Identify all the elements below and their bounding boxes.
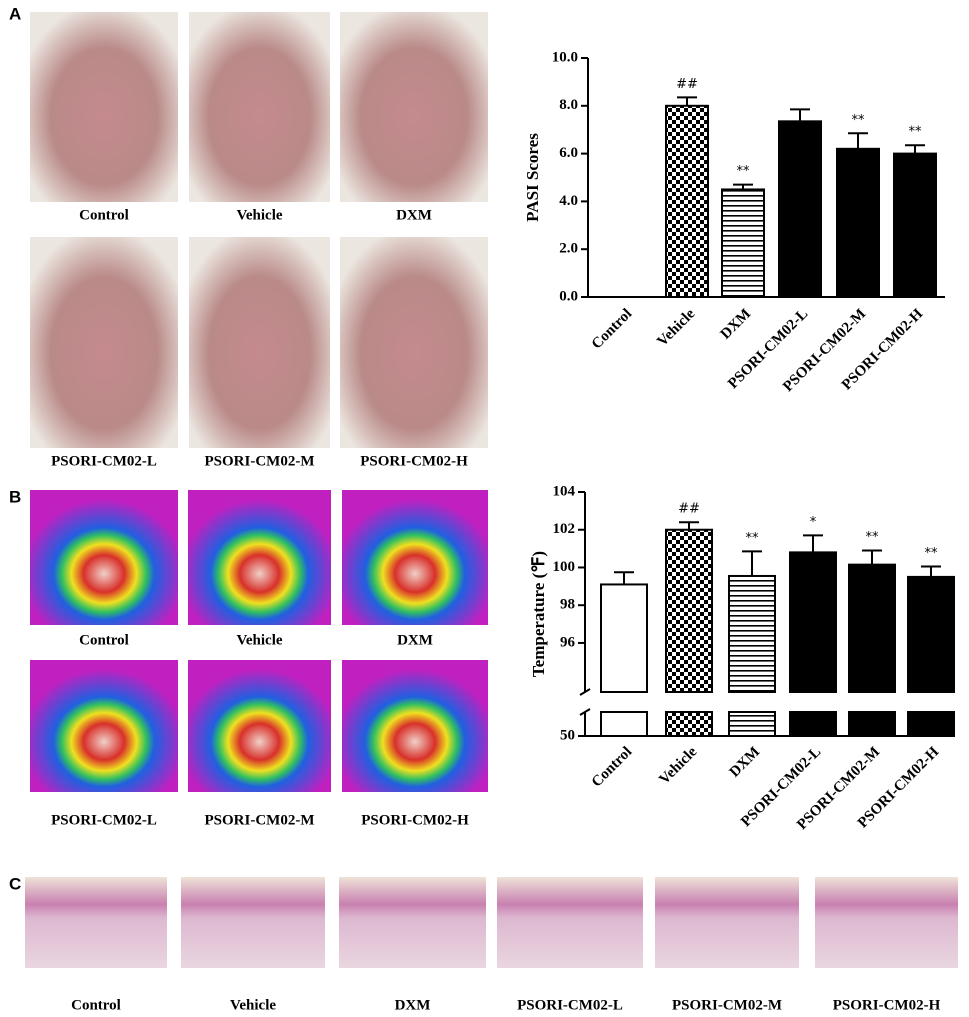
photo (30, 490, 178, 625)
photo (342, 490, 488, 625)
significance-label: ** (737, 164, 751, 179)
photo-caption: Vehicle (236, 207, 282, 223)
bar (728, 574, 776, 694)
photo (189, 12, 330, 202)
photo (181, 877, 325, 968)
photo (815, 877, 958, 968)
y-tick-label: 104 (553, 483, 576, 499)
photo-caption: Vehicle (236, 632, 282, 648)
bar (600, 711, 648, 737)
photo-caption: PSORI-CM02-H (833, 997, 941, 1013)
significance-label: ** (746, 531, 760, 546)
significance-label: ** (925, 546, 939, 561)
photo (188, 490, 331, 625)
y-axis-label: Temperature (℉) (529, 551, 548, 677)
y-tick-label: 98 (560, 597, 575, 613)
bar (848, 711, 896, 737)
axis-break (579, 708, 591, 716)
y-tick-label: 2.0 (559, 241, 578, 257)
x-tick-label: DXM (727, 744, 764, 781)
bar (907, 711, 955, 737)
axis-break (579, 688, 591, 696)
photo (497, 877, 643, 968)
y-tick-label: 50 (560, 727, 575, 743)
photo-caption: DXM (396, 207, 432, 223)
x-tick-label: Control (589, 306, 635, 352)
significance-label: * (810, 515, 817, 530)
photo-caption: DXM (395, 997, 431, 1013)
y-tick-label: 96 (560, 634, 576, 650)
significance-label: ## (678, 502, 700, 517)
photo (189, 237, 330, 448)
x-tick-label: Control (589, 744, 635, 790)
y-tick-label: 4.0 (559, 193, 578, 209)
photo-caption: DXM (397, 632, 433, 648)
bar (907, 575, 955, 693)
significance-label: ** (852, 113, 866, 128)
bar (789, 551, 837, 694)
bar (665, 528, 713, 693)
bar (893, 152, 937, 298)
bar (789, 711, 837, 737)
photo (339, 877, 486, 968)
y-tick-label: 102 (553, 521, 576, 537)
photo-caption: Control (79, 207, 129, 223)
photo (655, 877, 799, 968)
panel-label: A (9, 4, 21, 23)
bar (728, 711, 776, 737)
photo (188, 660, 331, 792)
bar (778, 120, 822, 298)
photo (30, 660, 178, 792)
photo-caption: PSORI-CM02-M (205, 812, 315, 828)
photo (342, 660, 488, 792)
bar (848, 563, 896, 693)
x-tick-label: DXM (718, 306, 755, 343)
photo-caption: PSORI-CM02-M (672, 997, 782, 1013)
photo-caption: PSORI-CM02-L (51, 812, 157, 828)
photo-caption: Vehicle (230, 997, 276, 1013)
photo-caption: PSORI-CM02-L (51, 453, 157, 469)
photo-caption: PSORI-CM02-M (205, 453, 315, 469)
bar (665, 711, 713, 737)
significance-label: ** (866, 530, 880, 545)
significance-label: ## (676, 77, 698, 92)
y-tick-label: 10.0 (552, 49, 578, 65)
y-tick-label: 100 (553, 559, 576, 575)
x-tick-label: Vehicle (654, 306, 698, 350)
y-axis-label: PASI Scores (523, 133, 542, 222)
photo-caption: Control (71, 997, 121, 1013)
panel-label: B (9, 487, 21, 506)
photo (30, 12, 178, 202)
x-tick-label: Vehicle (656, 744, 700, 788)
photo-caption: Control (79, 632, 129, 648)
significance-label: ** (909, 125, 923, 140)
y-tick-label: 6.0 (559, 145, 578, 161)
y-tick-label: 8.0 (559, 97, 578, 113)
photo (30, 237, 178, 448)
y-tick-label: 0.0 (559, 288, 578, 304)
photo-caption: PSORI-CM02-L (517, 997, 623, 1013)
photo-caption: PSORI-CM02-H (361, 812, 469, 828)
photo (340, 237, 488, 448)
photo-caption: PSORI-CM02-H (360, 453, 468, 469)
bar (600, 583, 648, 693)
photo (25, 877, 167, 968)
bar (721, 188, 765, 298)
panel-label: C (9, 874, 21, 893)
bar (836, 147, 880, 298)
photo (340, 12, 488, 202)
bar (665, 104, 709, 298)
